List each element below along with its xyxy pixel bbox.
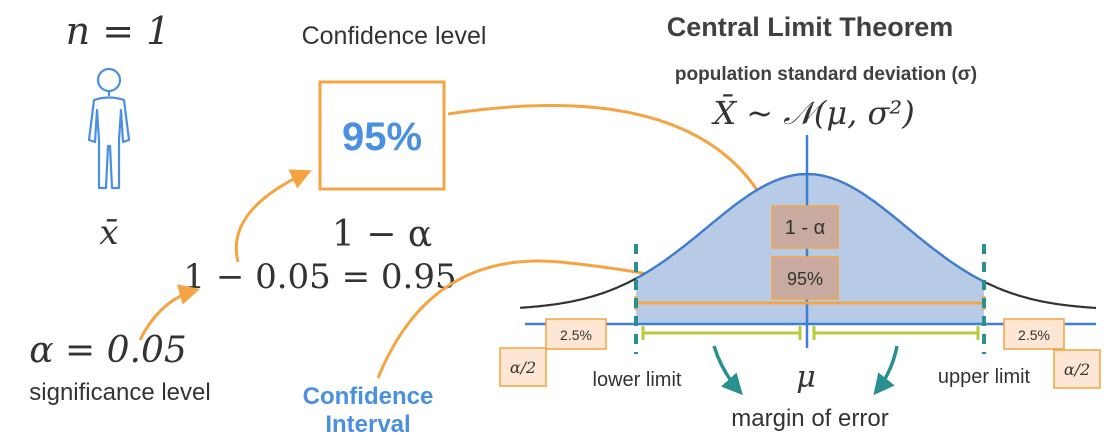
distribution-formula: X̄ ~ 𝒩(μ, σ²) xyxy=(710,94,914,132)
lower-limit-label: lower limit xyxy=(593,369,682,391)
significance-label: significance level xyxy=(29,379,210,406)
clt-subtitle: population standard deviation (σ) xyxy=(675,64,977,85)
alpha-half-right-label: α/2 xyxy=(1064,360,1090,379)
ci-label-line1: Confidence xyxy=(303,383,434,410)
upper-limit-label: upper limit xyxy=(938,366,1031,388)
mu-label: μ xyxy=(796,360,816,395)
left-tail-box xyxy=(545,318,607,350)
alpha-half-left-label: α/2 xyxy=(510,358,536,377)
one-minus-alpha-box-label: 1 - α xyxy=(785,217,825,239)
bell-curve-highlight xyxy=(635,172,985,283)
confidence-value: 95% xyxy=(342,115,422,159)
ci-label-line2: Interval xyxy=(325,411,410,438)
margin-of-error-label: margin of error xyxy=(731,405,888,432)
one-minus-alpha-box xyxy=(771,205,839,249)
confidence-region xyxy=(636,174,984,324)
confidence-value-box xyxy=(318,80,446,191)
margin-arrow-right xyxy=(873,345,899,396)
one-minus-alpha: 1 − α xyxy=(332,214,432,255)
alpha-equation: α = 0.05 xyxy=(29,330,187,371)
arrow-alpha-to-calc xyxy=(138,284,201,341)
alpha-half-right-box xyxy=(1053,349,1101,389)
left-tail-label: 2.5% xyxy=(560,327,592,343)
alpha-half-left-box xyxy=(499,347,547,387)
percent-95-box-label: 95% xyxy=(787,269,823,289)
arrow-calc-to-box xyxy=(234,169,312,263)
right-tail-box xyxy=(1003,318,1065,350)
sample-mean: x̄ xyxy=(99,213,118,253)
n-label: n = 1 xyxy=(66,9,171,53)
calc-equation: 1 − 0.05 = 0.95 xyxy=(183,257,456,297)
clt-title: Central Limit Theorem xyxy=(667,12,954,42)
margin-arrow-left xyxy=(712,345,743,396)
confidence-level-title: Confidence level xyxy=(302,22,487,50)
person-icon xyxy=(87,67,131,190)
percent-95-box xyxy=(771,256,839,300)
margin-of-error-bars xyxy=(641,326,980,340)
right-tail-label: 2.5% xyxy=(1018,327,1050,343)
